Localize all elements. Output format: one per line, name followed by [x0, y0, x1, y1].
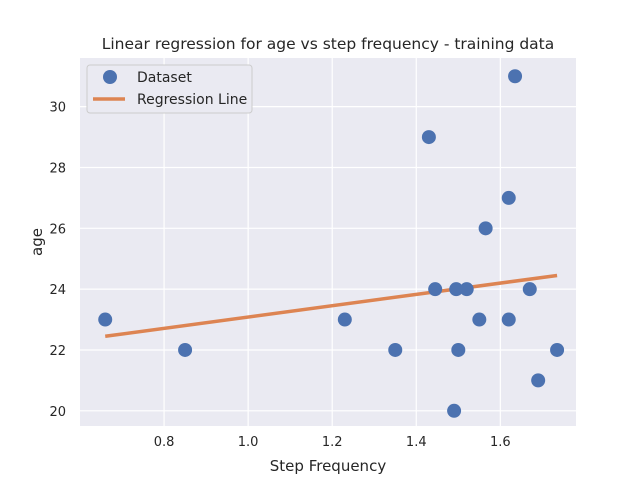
data-point — [459, 282, 474, 297]
data-point — [337, 312, 352, 327]
x-tick-label: 1.2 — [322, 435, 343, 450]
legend-dataset-marker — [103, 70, 117, 84]
y-tick-label: 20 — [49, 405, 66, 420]
x-tick-labels: 0.8 1.0 1.2 1.4 1.6 — [154, 435, 511, 450]
y-tick-label: 24 — [49, 283, 66, 298]
y-tick-label: 28 — [49, 161, 66, 176]
data-point — [421, 130, 436, 145]
data-point — [478, 221, 493, 236]
y-tick-label: 22 — [49, 344, 66, 359]
x-tick-label: 1.4 — [406, 435, 427, 450]
x-tick-label: 0.8 — [154, 435, 175, 450]
data-point — [388, 342, 403, 357]
x-axis-label: Step Frequency — [270, 457, 387, 475]
data-point — [178, 342, 193, 357]
data-point — [447, 403, 462, 418]
regression-line — [104, 273, 558, 339]
data-point — [501, 190, 516, 205]
data-point — [449, 282, 464, 297]
legend-regression-label: Regression Line — [137, 92, 247, 108]
data-point — [550, 342, 565, 357]
series-layer — [98, 69, 565, 418]
legend-box — [86, 64, 253, 114]
data-point — [531, 373, 546, 388]
data-point — [508, 69, 523, 84]
y-tick-label: 26 — [49, 222, 66, 237]
y-tick-labels: 20 22 24 26 28 30 — [49, 101, 66, 420]
x-tick-label: 1.0 — [238, 435, 259, 450]
data-point — [522, 282, 537, 297]
plot-area — [80, 58, 576, 426]
data-point — [98, 312, 113, 327]
y-tick-label: 30 — [49, 101, 66, 116]
y-axis-label: age — [28, 228, 46, 256]
chart-title: Linear regression for age vs step freque… — [102, 35, 555, 53]
data-point — [472, 312, 487, 327]
legend: Dataset Regression Line — [86, 64, 253, 114]
data-point — [501, 312, 516, 327]
x-gridlines — [163, 58, 501, 426]
data-point — [428, 282, 443, 297]
data-point — [451, 342, 466, 357]
legend-dataset-label: Dataset — [137, 70, 192, 86]
x-tick-label: 1.6 — [490, 435, 511, 450]
